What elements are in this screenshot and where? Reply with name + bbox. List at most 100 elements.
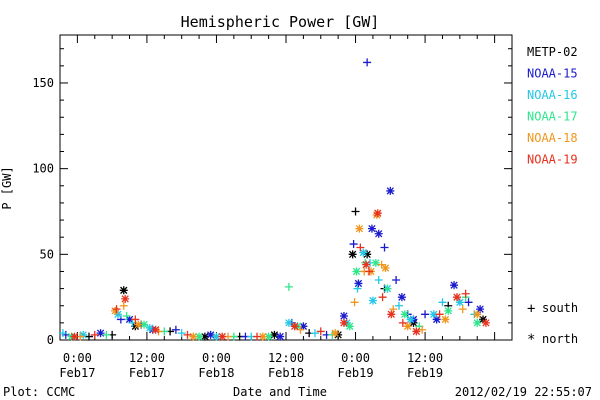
south-data-point [171, 325, 180, 334]
x-tick-label: 0:00 [341, 351, 370, 365]
footer-timestamp: 2012/02/19 22:55:07 [455, 385, 592, 399]
y-axis-ticks: 0 50 100 150 [32, 48, 512, 347]
north-data-point [400, 310, 409, 319]
footer-axis-caption: Date and Time [233, 385, 327, 399]
x-tick-date-label: Feb19 [407, 366, 443, 380]
north-data-point [371, 258, 380, 267]
north-data-point [125, 315, 134, 324]
north-data-point [79, 330, 88, 339]
south-data-point [84, 332, 93, 341]
south-data-point [435, 310, 444, 319]
x-axis-ticks: 0:00Feb1712:00Feb170:00Feb1812:00Feb180:… [59, 35, 496, 380]
series-noaa-19 [70, 209, 490, 341]
north-data-point [473, 318, 482, 327]
north-data-point [200, 332, 209, 341]
south-data-point [392, 276, 401, 285]
south-data-point [418, 325, 427, 334]
x-tick-label: 12:00 [129, 351, 165, 365]
legend: METP-02 NOAA-15 NOAA-16 NOAA-17 NOAA-18 NOAA-… [527, 45, 578, 348]
south-data-point [119, 301, 128, 310]
south-data-point [177, 329, 186, 338]
north-data-point [121, 294, 130, 303]
y-tick-label: 150 [32, 76, 54, 90]
north-data-point [70, 332, 79, 341]
north-data-point [352, 267, 361, 276]
south-data-point [253, 332, 262, 341]
north-data-point [406, 315, 415, 324]
south-data-point [284, 282, 293, 291]
north-data-point [276, 332, 285, 341]
north-data-point [284, 318, 293, 327]
legend-marker-symbol: + [527, 301, 535, 317]
north-data-point [450, 281, 459, 290]
north-data-point [331, 329, 340, 338]
south-data-point [377, 260, 386, 269]
series-noaa-18 [76, 210, 482, 341]
south-data-point [350, 298, 359, 307]
legend-entry: NOAA-18 [527, 131, 578, 145]
north-data-point [386, 186, 395, 195]
north-data-point [373, 209, 382, 218]
south-data-point [349, 240, 358, 249]
north-data-point [397, 293, 406, 302]
x-tick-date-label: Feb18 [268, 366, 304, 380]
x-tick-date-label: Feb18 [198, 366, 234, 380]
south-data-point [356, 243, 365, 252]
south-data-point [183, 330, 192, 339]
north-data-point [339, 318, 348, 327]
north-data-point [432, 315, 441, 324]
x-tick-label: 12:00 [268, 351, 304, 365]
south-data-point [363, 58, 372, 67]
x-tick-date-label: Feb17 [59, 366, 95, 380]
legend-entry: NOAA-17 [527, 110, 578, 124]
y-tick-label: 50 [40, 247, 54, 261]
x-tick-label: 0:00 [202, 351, 231, 365]
footer-plot-credit: Plot: CCMC [3, 385, 75, 399]
north-data-point [334, 330, 343, 339]
south-data-point [58, 329, 67, 338]
south-data-point [353, 284, 362, 293]
north-data-point [119, 286, 128, 295]
legend-entry: NOAA-19 [527, 153, 578, 167]
north-data-point [473, 310, 482, 319]
north-data-point [206, 330, 215, 339]
south-data-point [458, 305, 467, 314]
north-data-point [354, 279, 363, 288]
north-data-point [145, 324, 154, 333]
north-data-point [403, 322, 412, 331]
south-data-point [378, 293, 387, 302]
y-tick-label: 100 [32, 162, 54, 176]
south-data-point [102, 330, 111, 339]
legend-entry: NOAA-16 [527, 88, 578, 102]
north-data-point [374, 229, 383, 238]
legend-entry: NOAA-15 [527, 67, 578, 81]
north-data-point [195, 332, 204, 341]
y-tick-label: 0 [47, 333, 54, 347]
north-data-point [429, 310, 438, 319]
north-data-point [212, 332, 221, 341]
north-data-point [441, 315, 450, 324]
north-data-point [359, 248, 368, 257]
south-data-point [351, 207, 360, 216]
south-data-point [464, 298, 473, 307]
x-tick-date-label: Feb17 [129, 366, 165, 380]
north-data-point [362, 260, 371, 269]
x-tick-label: 0:00 [63, 351, 92, 365]
legend-marker-label: north [542, 332, 578, 346]
north-data-point [290, 322, 299, 331]
y-axis-label: P [GW] [0, 166, 14, 209]
north-data-point [264, 332, 273, 341]
south-data-point [398, 318, 407, 327]
legend-marker-label: south [542, 301, 578, 315]
north-data-point [444, 306, 453, 315]
south-data-point [310, 329, 319, 338]
south-data-point [365, 267, 374, 276]
north-data-point [455, 298, 464, 307]
north-data-point [151, 325, 160, 334]
south-data-point [316, 327, 325, 336]
south-data-point [438, 298, 447, 307]
north-data-point [96, 329, 105, 338]
legend-marker-symbol: * [527, 332, 535, 348]
plot-area-frame [59, 34, 513, 341]
south-data-point [296, 325, 305, 334]
